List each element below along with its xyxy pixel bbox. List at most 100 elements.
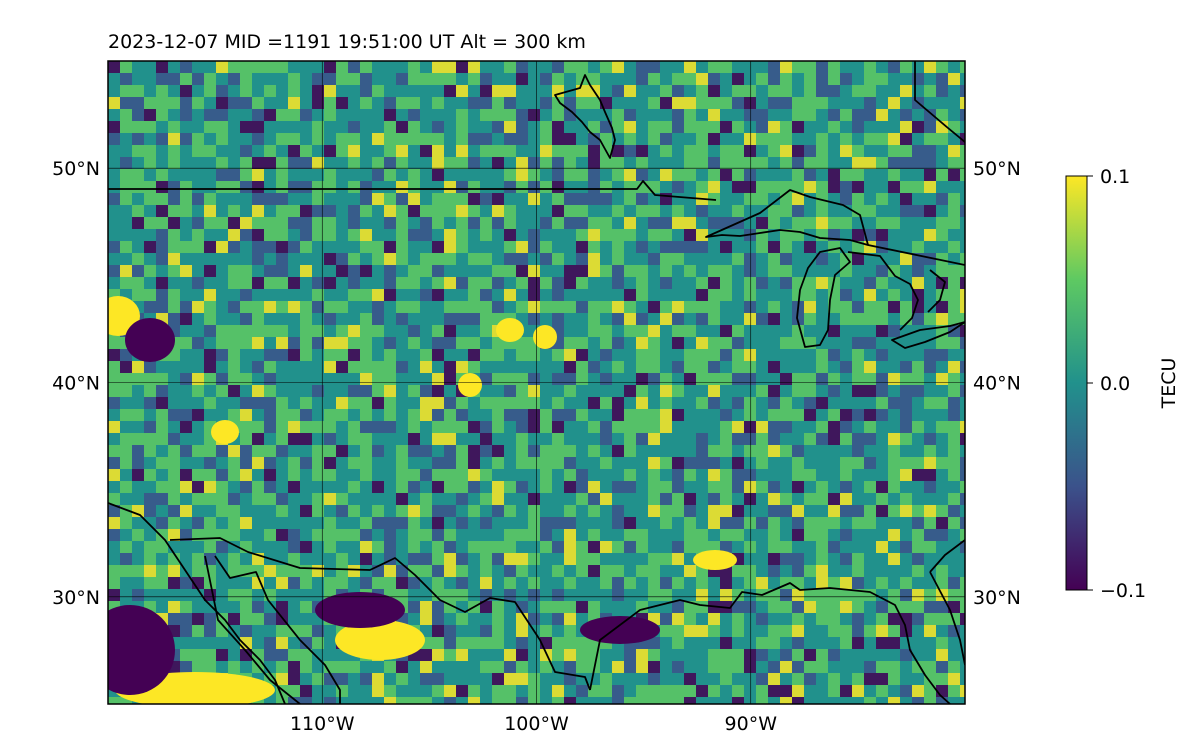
tec-cell <box>108 73 120 85</box>
tec-cell <box>540 217 552 229</box>
tec-cell <box>684 181 696 193</box>
tec-cell <box>108 133 120 145</box>
tec-cell <box>744 469 756 481</box>
tec-cell <box>816 205 828 217</box>
tec-cell <box>600 277 612 289</box>
tec-cell <box>228 649 240 661</box>
tec-cell <box>756 457 768 469</box>
tec-cell <box>888 517 900 529</box>
tec-cell <box>252 373 264 385</box>
tec-cell <box>444 421 456 433</box>
tec-cell <box>600 205 612 217</box>
tec-cell <box>264 301 276 313</box>
tec-cell <box>876 145 888 157</box>
lat-tick-label-left: 30°N <box>52 587 100 609</box>
tec-cell <box>900 697 912 704</box>
tec-cell <box>732 301 744 313</box>
tec-cell <box>672 601 684 613</box>
tec-cell <box>444 457 456 469</box>
tec-cell <box>516 241 528 253</box>
tec-cell <box>504 277 516 289</box>
tec-cell <box>636 661 648 673</box>
tec-cell <box>456 673 468 685</box>
tec-cell <box>636 373 648 385</box>
tec-cell <box>120 481 132 493</box>
tec-cell <box>348 85 360 97</box>
tec-cell <box>576 613 588 625</box>
tec-cell <box>168 277 180 289</box>
tec-cell <box>468 553 480 565</box>
tec-cell <box>684 253 696 265</box>
tec-cell <box>900 253 912 265</box>
tec-cell <box>696 457 708 469</box>
tec-cell <box>804 481 816 493</box>
tec-cell <box>804 469 816 481</box>
tec-cell <box>936 97 948 109</box>
tec-cell <box>180 289 192 301</box>
tec-cell <box>732 685 744 697</box>
tec-cell <box>804 637 816 649</box>
tec-cell <box>528 169 540 181</box>
tec-cell <box>780 349 792 361</box>
tec-cell <box>576 205 588 217</box>
tec-cell <box>744 61 756 73</box>
tec-cell <box>432 697 444 704</box>
tec-cell <box>192 289 204 301</box>
tec-cell <box>780 289 792 301</box>
tec-cell <box>144 229 156 241</box>
tec-cell <box>876 421 888 433</box>
tec-cell <box>456 253 468 265</box>
tec-cell <box>516 109 528 121</box>
tec-cell <box>540 685 552 697</box>
tec-cell <box>516 577 528 589</box>
tec-cell <box>384 109 396 121</box>
tec-cell <box>288 85 300 97</box>
tec-cell <box>180 469 192 481</box>
tec-cell <box>468 433 480 445</box>
tec-cell <box>420 109 432 121</box>
tec-cell <box>828 301 840 313</box>
tec-cell <box>420 217 432 229</box>
tec-cell <box>432 289 444 301</box>
tec-cell <box>480 649 492 661</box>
tec-cell <box>336 361 348 373</box>
tec-cell <box>612 121 624 133</box>
tec-cell <box>744 517 756 529</box>
tec-cell <box>444 121 456 133</box>
tec-cell <box>960 265 965 277</box>
tec-cell <box>240 445 252 457</box>
tec-cell <box>876 613 888 625</box>
tec-cell <box>252 337 264 349</box>
tec-cell <box>144 493 156 505</box>
tec-cell <box>732 457 744 469</box>
tec-cell <box>360 541 372 553</box>
tec-cell <box>864 649 876 661</box>
tec-cell <box>468 613 480 625</box>
tec-cell <box>552 553 564 565</box>
tec-cell <box>504 373 516 385</box>
tec-cell <box>804 625 816 637</box>
tec-cell <box>588 265 600 277</box>
tec-cell <box>804 421 816 433</box>
tec-cell <box>492 205 504 217</box>
tec-cell <box>168 169 180 181</box>
tec-cell <box>612 565 624 577</box>
tec-cell <box>348 265 360 277</box>
tec-cell <box>324 673 336 685</box>
tec-cell <box>144 397 156 409</box>
tec-cell <box>564 385 576 397</box>
tec-cell <box>492 277 504 289</box>
tec-cell <box>444 109 456 121</box>
tec-cell <box>372 421 384 433</box>
tec-cell <box>168 181 180 193</box>
tec-cell <box>192 97 204 109</box>
tec-cell <box>300 85 312 97</box>
tec-cell <box>684 301 696 313</box>
tec-cell <box>456 517 468 529</box>
tec-cell <box>756 697 768 704</box>
tec-cell <box>360 145 372 157</box>
tec-cell <box>924 637 936 649</box>
tec-cell <box>348 313 360 325</box>
tec-cell <box>144 445 156 457</box>
tec-cell <box>156 505 168 517</box>
